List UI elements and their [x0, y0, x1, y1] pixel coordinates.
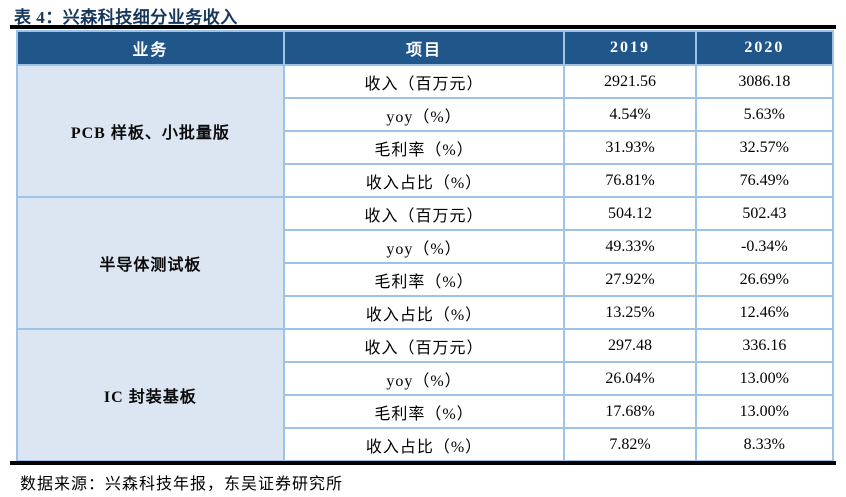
value-cell-2020: -0.34%	[694, 229, 835, 264]
value-cell-2019: 13.25%	[563, 295, 697, 330]
value-cell-2020: 8.33%	[694, 427, 835, 462]
table-row: 毛利率（%） 31.93% 32.57%	[17, 130, 835, 165]
table-row: yoy（%） 4.54% 5.63%	[17, 97, 835, 132]
metric-label-cell: 收入占比（%）	[282, 427, 566, 462]
value-cell-2020: 336.16	[694, 328, 835, 363]
value-cell-2019: 27.92%	[563, 262, 697, 297]
value-cell-2019: 49.33%	[563, 229, 697, 264]
business-group-cell: 半导体测试板	[16, 196, 285, 330]
metric-label-cell: yoy（%）	[282, 97, 566, 132]
table-row: yoy（%） 26.04% 13.00%	[17, 361, 835, 396]
metric-label-cell: 收入（百万元）	[282, 64, 566, 99]
metric-label-cell: 毛利率（%）	[282, 394, 566, 429]
value-cell-2020: 26.69%	[694, 262, 835, 297]
value-cell-2020: 3086.18	[694, 64, 835, 99]
table-row: 收入占比（%） 76.81% 76.49%	[17, 163, 835, 198]
value-cell-2020: 76.49%	[694, 163, 835, 198]
table-row: 毛利率（%） 17.68% 13.00%	[17, 394, 835, 429]
table-row: 收入占比（%） 13.25% 12.46%	[17, 295, 835, 330]
value-cell-2020: 32.57%	[694, 130, 835, 165]
table-header: 业务 项目 2019 2020	[16, 30, 835, 66]
value-cell-2020: 13.00%	[694, 361, 835, 396]
metric-label-cell: 收入（百万元）	[282, 196, 566, 231]
business-group-cell: IC 封装基板	[16, 328, 285, 462]
value-cell-2020: 502.43	[694, 196, 835, 231]
metric-label-cell: 收入占比（%）	[282, 163, 566, 198]
value-cell-2020: 12.46%	[694, 295, 835, 330]
column-header-business: 业务	[16, 30, 285, 66]
metric-label-cell: 毛利率（%）	[282, 262, 566, 297]
value-cell-2020: 5.63%	[694, 97, 835, 132]
table-row: PCB 样板、小批量版 收入（百万元） 2921.56 3086.18	[16, 64, 835, 198]
value-cell-2019: 4.54%	[563, 97, 697, 132]
table-row: 收入占比（%） 7.82% 8.33%	[17, 427, 835, 462]
table-row: 毛利率（%） 27.92% 26.69%	[17, 262, 835, 297]
metric-label-cell: yoy（%）	[282, 361, 566, 396]
business-group-cell: PCB 样板、小批量版	[16, 64, 285, 198]
header-row: 业务 项目 2019 2020	[16, 30, 835, 66]
table-row: yoy（%） 49.33% -0.34%	[17, 229, 835, 264]
column-header-2020: 2020	[694, 30, 835, 66]
value-cell-2019: 7.82%	[563, 427, 697, 462]
value-cell-2019: 76.81%	[563, 163, 697, 198]
metric-label-cell: 收入占比（%）	[282, 295, 566, 330]
column-header-item: 项目	[282, 30, 566, 66]
column-header-2019: 2019	[563, 30, 697, 66]
value-cell-2019: 297.48	[563, 328, 697, 363]
value-cell-2019: 17.68%	[563, 394, 697, 429]
value-cell-2020: 13.00%	[694, 394, 835, 429]
value-cell-2019: 26.04%	[563, 361, 697, 396]
table-row: IC 封装基板 收入（百万元） 297.48 336.16	[16, 328, 835, 462]
metric-label-cell: yoy（%）	[282, 229, 566, 264]
value-cell-2019: 2921.56	[563, 64, 697, 99]
title-divider-rule	[10, 25, 836, 29]
revenue-table: 业务 项目 2019 2020 PCB 样板、小批量版 收入（百万元） 2921…	[16, 30, 835, 462]
table-row: 半导体测试板 收入（百万元） 504.12 502.43	[16, 196, 835, 330]
metric-label-cell: 毛利率（%）	[282, 130, 566, 165]
data-source-note: 数据来源：兴森科技年报，东吴证券研究所	[20, 476, 344, 493]
table-bottom-rule	[10, 461, 836, 465]
value-cell-2019: 31.93%	[563, 130, 697, 165]
table-body: PCB 样板、小批量版 收入（百万元） 2921.56 3086.18 yoy（…	[16, 64, 835, 462]
table-title: 表 4：兴森科技细分业务收入	[14, 8, 238, 27]
value-cell-2019: 504.12	[563, 196, 697, 231]
metric-label-cell: 收入（百万元）	[282, 328, 566, 363]
